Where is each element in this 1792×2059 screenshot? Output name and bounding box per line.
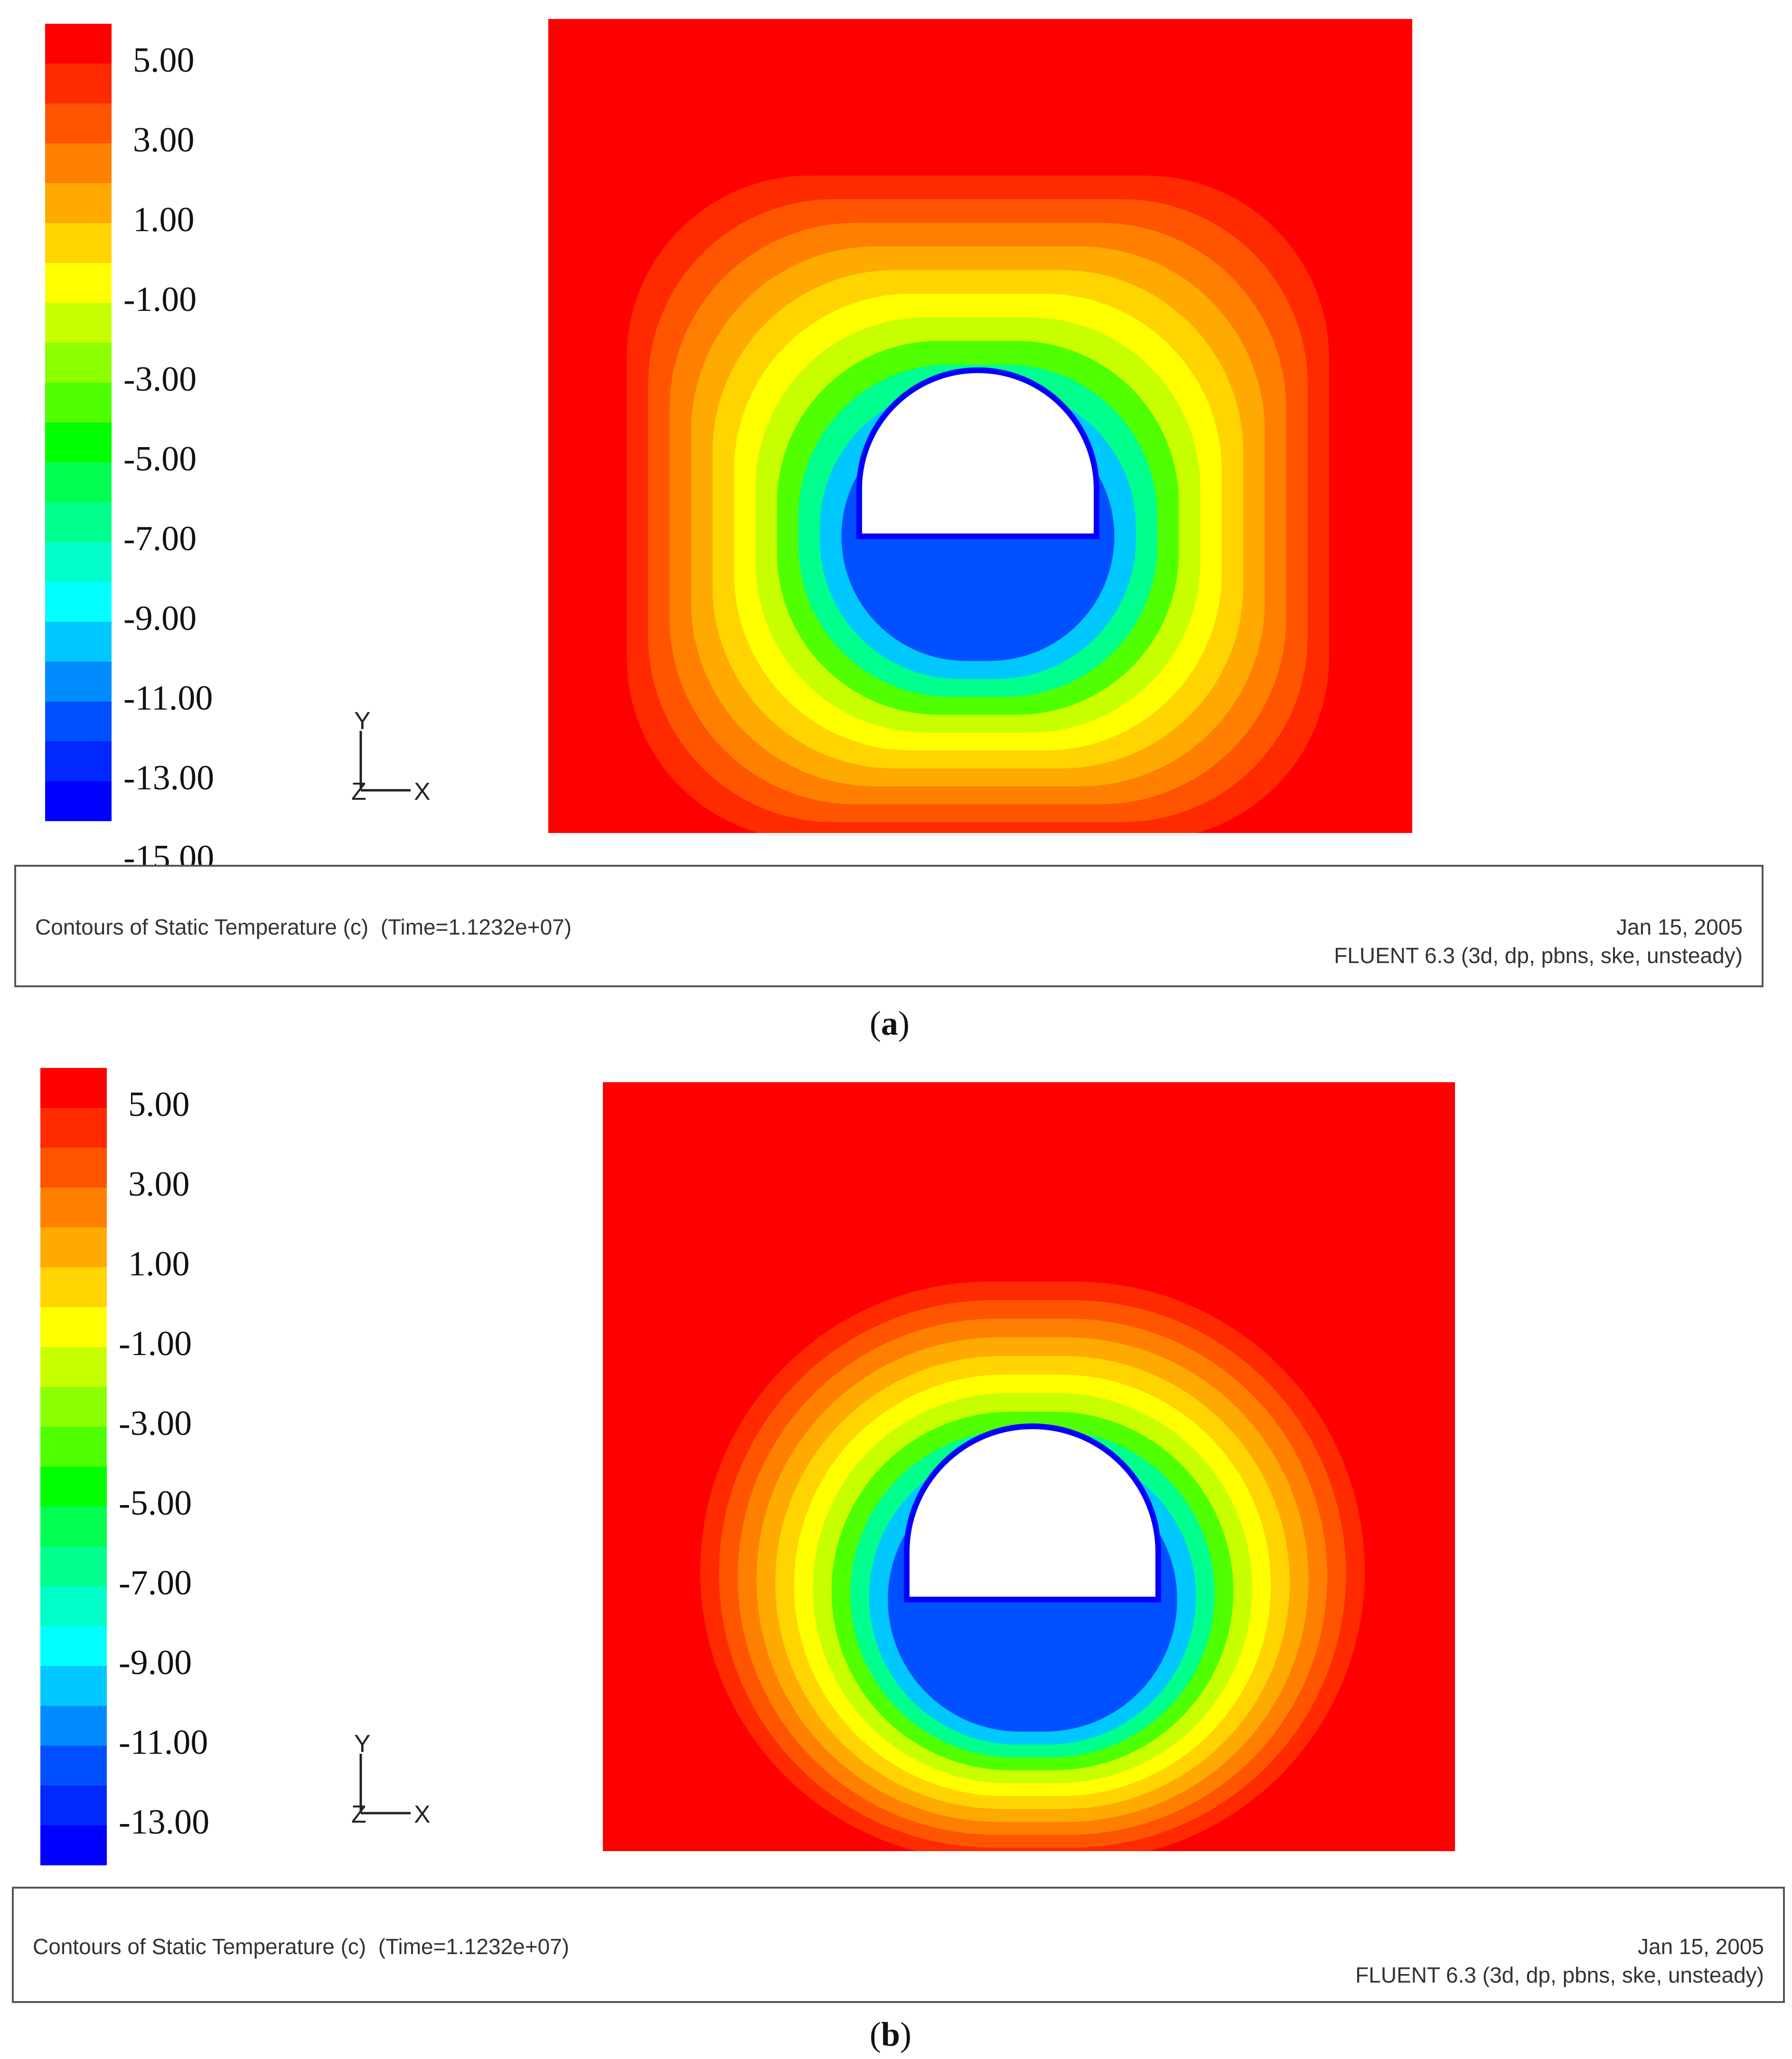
plot-date: Jan 15, 2005 <box>1637 1934 1764 1959</box>
contour-plot-b <box>603 1082 1455 1851</box>
colorbar-swatch <box>40 1586 107 1626</box>
axis-label-z: Z <box>351 778 366 805</box>
colorbar-tick-label: 3.00 <box>128 1165 190 1204</box>
colorbar-tick-label: -7.00 <box>123 519 197 558</box>
colorbar-tick-label: -5.00 <box>123 440 197 478</box>
colorbar-swatch <box>40 1148 107 1188</box>
axis-label-x: X <box>414 1801 431 1828</box>
colorbar-swatch <box>40 1746 107 1786</box>
caption-a: (a) <box>870 1004 910 1042</box>
colorbar-swatch <box>45 103 112 143</box>
colorbar-tick-label: -1.00 <box>123 280 197 319</box>
colorbar-tick-label: -9.00 <box>123 599 197 638</box>
colorbar-swatch <box>45 622 112 662</box>
colorbar-tick-label: -9.00 <box>119 1643 192 1682</box>
info-box-b: Contours of Static Temperature (c) (Time… <box>12 1887 1785 2003</box>
colorbar-swatch <box>45 702 112 741</box>
colorbar-swatch <box>40 1825 107 1865</box>
colorbar-swatch <box>45 183 112 223</box>
colorbar-swatch <box>40 1347 107 1387</box>
colorbar-swatch <box>45 462 112 502</box>
info-box-a: Contours of Static Temperature (c) (Time… <box>14 865 1764 987</box>
panel-a: 5.00 3.00 1.00 -1.00 -3.00 -5.00 -7.00 -9.00 -11… <box>14 19 1764 1042</box>
colorbar-b: 5.00 3.00 1.00 -1.00 -3.00 -5.00 -7.00 -9.00 -11… <box>40 1068 325 1919</box>
colorbar-swatch <box>45 143 112 183</box>
axis-label-y: Y <box>354 712 371 735</box>
tunnel-opening <box>856 367 1099 539</box>
colorbar-swatch <box>40 1467 107 1507</box>
colorbar-swatch <box>45 263 112 303</box>
colorbar-swatch <box>45 502 112 542</box>
colorbar-tick-label: 5.00 <box>133 41 195 80</box>
colorbar-tick-label: -13.00 <box>119 1803 210 1842</box>
colorbar-a: 5.00 3.00 1.00 -1.00 -3.00 -5.00 -7.00 -9.00 -11… <box>45 24 330 875</box>
colorbar-swatch <box>40 1786 107 1825</box>
colorbar-swatch <box>40 1108 107 1148</box>
colorbar-swatch <box>45 781 112 821</box>
colorbar-swatch <box>45 223 112 263</box>
colorbar-swatch <box>40 1307 107 1347</box>
colorbar-swatch <box>45 303 112 343</box>
solver-info: FLUENT 6.3 (3d, dp, pbns, ske, unsteady) <box>1355 1963 1764 1987</box>
colorbar-swatch <box>45 662 112 702</box>
colorbar-swatch <box>40 1387 107 1427</box>
colorbar-swatch <box>40 1227 107 1267</box>
colorbar-swatch <box>40 1068 107 1108</box>
colorbar-tick-label: -3.00 <box>119 1404 192 1443</box>
colorbar-swatch <box>40 1666 107 1706</box>
colorbar-swatch <box>40 1188 107 1227</box>
colorbar-swatch <box>45 343 112 383</box>
panel-b: 5.00 3.00 1.00 -1.00 -3.00 -5.00 -7.00 -9.00 -11… <box>0 1044 1792 2059</box>
colorbar-swatch <box>40 1427 107 1467</box>
colorbar-swatch <box>45 542 112 582</box>
caption-b: (b) <box>870 2015 912 2053</box>
colorbar-tick-label: 5.00 <box>128 1085 190 1124</box>
axis-label-y: Y <box>354 1735 371 1758</box>
tunnel-opening <box>904 1423 1161 1602</box>
colorbar-swatch <box>45 741 112 781</box>
colorbar-swatch <box>45 582 112 622</box>
colorbar-swatch <box>40 1507 107 1546</box>
colorbar-tick-label: 1.00 <box>128 1245 190 1283</box>
colorbar-swatch <box>45 383 112 422</box>
colorbar-swatch <box>45 64 112 103</box>
colorbar-swatch <box>40 1626 107 1666</box>
axis-label-z: Z <box>351 1801 366 1828</box>
colorbar-swatch <box>45 422 112 462</box>
axis-triad-a: Y Z X <box>351 712 431 805</box>
contour-plot-a <box>548 19 1412 833</box>
colorbar-swatch <box>40 1267 107 1307</box>
colorbar-tick-label: -5.00 <box>119 1484 192 1523</box>
axis-label-x: X <box>414 778 431 805</box>
colorbar-tick-label: -11.00 <box>119 1723 208 1762</box>
colorbar-swatch <box>45 24 112 64</box>
colorbar-tick-label: -11.00 <box>123 679 213 718</box>
axis-triad-b: Y Z X <box>351 1735 431 1828</box>
colorbar-tick-label: -7.00 <box>119 1563 192 1602</box>
colorbar-tick-label: -1.00 <box>119 1324 192 1363</box>
solver-info: FLUENT 6.3 (3d, dp, pbns, ske, unsteady) <box>1334 943 1743 968</box>
colorbar-swatch <box>40 1706 107 1746</box>
plot-description: Contours of Static Temperature (c) (Time… <box>33 1934 570 1959</box>
plot-description: Contours of Static Temperature (c) (Time… <box>35 915 572 939</box>
colorbar-tick-label: 1.00 <box>133 200 195 239</box>
colorbar-tick-label: 3.00 <box>133 121 195 159</box>
plot-date: Jan 15, 2005 <box>1616 915 1743 939</box>
colorbar-tick-label: -13.00 <box>123 758 215 797</box>
colorbar-tick-label: -3.00 <box>123 360 197 399</box>
colorbar-swatch <box>40 1546 107 1586</box>
